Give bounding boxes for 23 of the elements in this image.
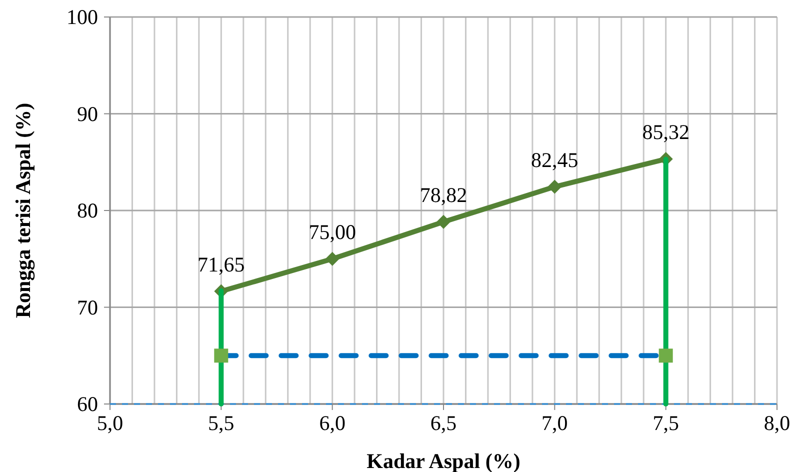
x-tick-label: 8,0: [764, 411, 790, 435]
x-tick-label: 7,0: [542, 411, 568, 435]
y-tick-label: 100: [66, 5, 98, 29]
x-tick-label: 7,5: [652, 411, 679, 435]
x-tick-label: 6,0: [319, 411, 346, 435]
data-label: 85,32: [642, 120, 690, 144]
x-tick-label: 6,5: [430, 411, 457, 435]
data-label: 75,00: [308, 220, 356, 244]
y-tick-label: 90: [77, 102, 98, 126]
data-label: 71,65: [198, 252, 245, 276]
point: [325, 252, 340, 266]
x-tick-label: 5,0: [96, 411, 124, 435]
data-label: 78,82: [420, 182, 468, 207]
data-label: 82,45: [531, 148, 578, 172]
point: [548, 180, 562, 194]
x-tick-label: 5,5: [208, 411, 234, 435]
y-axis-title: Rongga terisi Aspal (%): [11, 102, 35, 318]
point: [436, 214, 450, 229]
point: [658, 348, 673, 363]
point: [214, 348, 228, 363]
y-tick-label: 80: [77, 198, 98, 222]
y-tick-label: 70: [77, 295, 98, 320]
y-tick-label: 60: [77, 392, 98, 416]
